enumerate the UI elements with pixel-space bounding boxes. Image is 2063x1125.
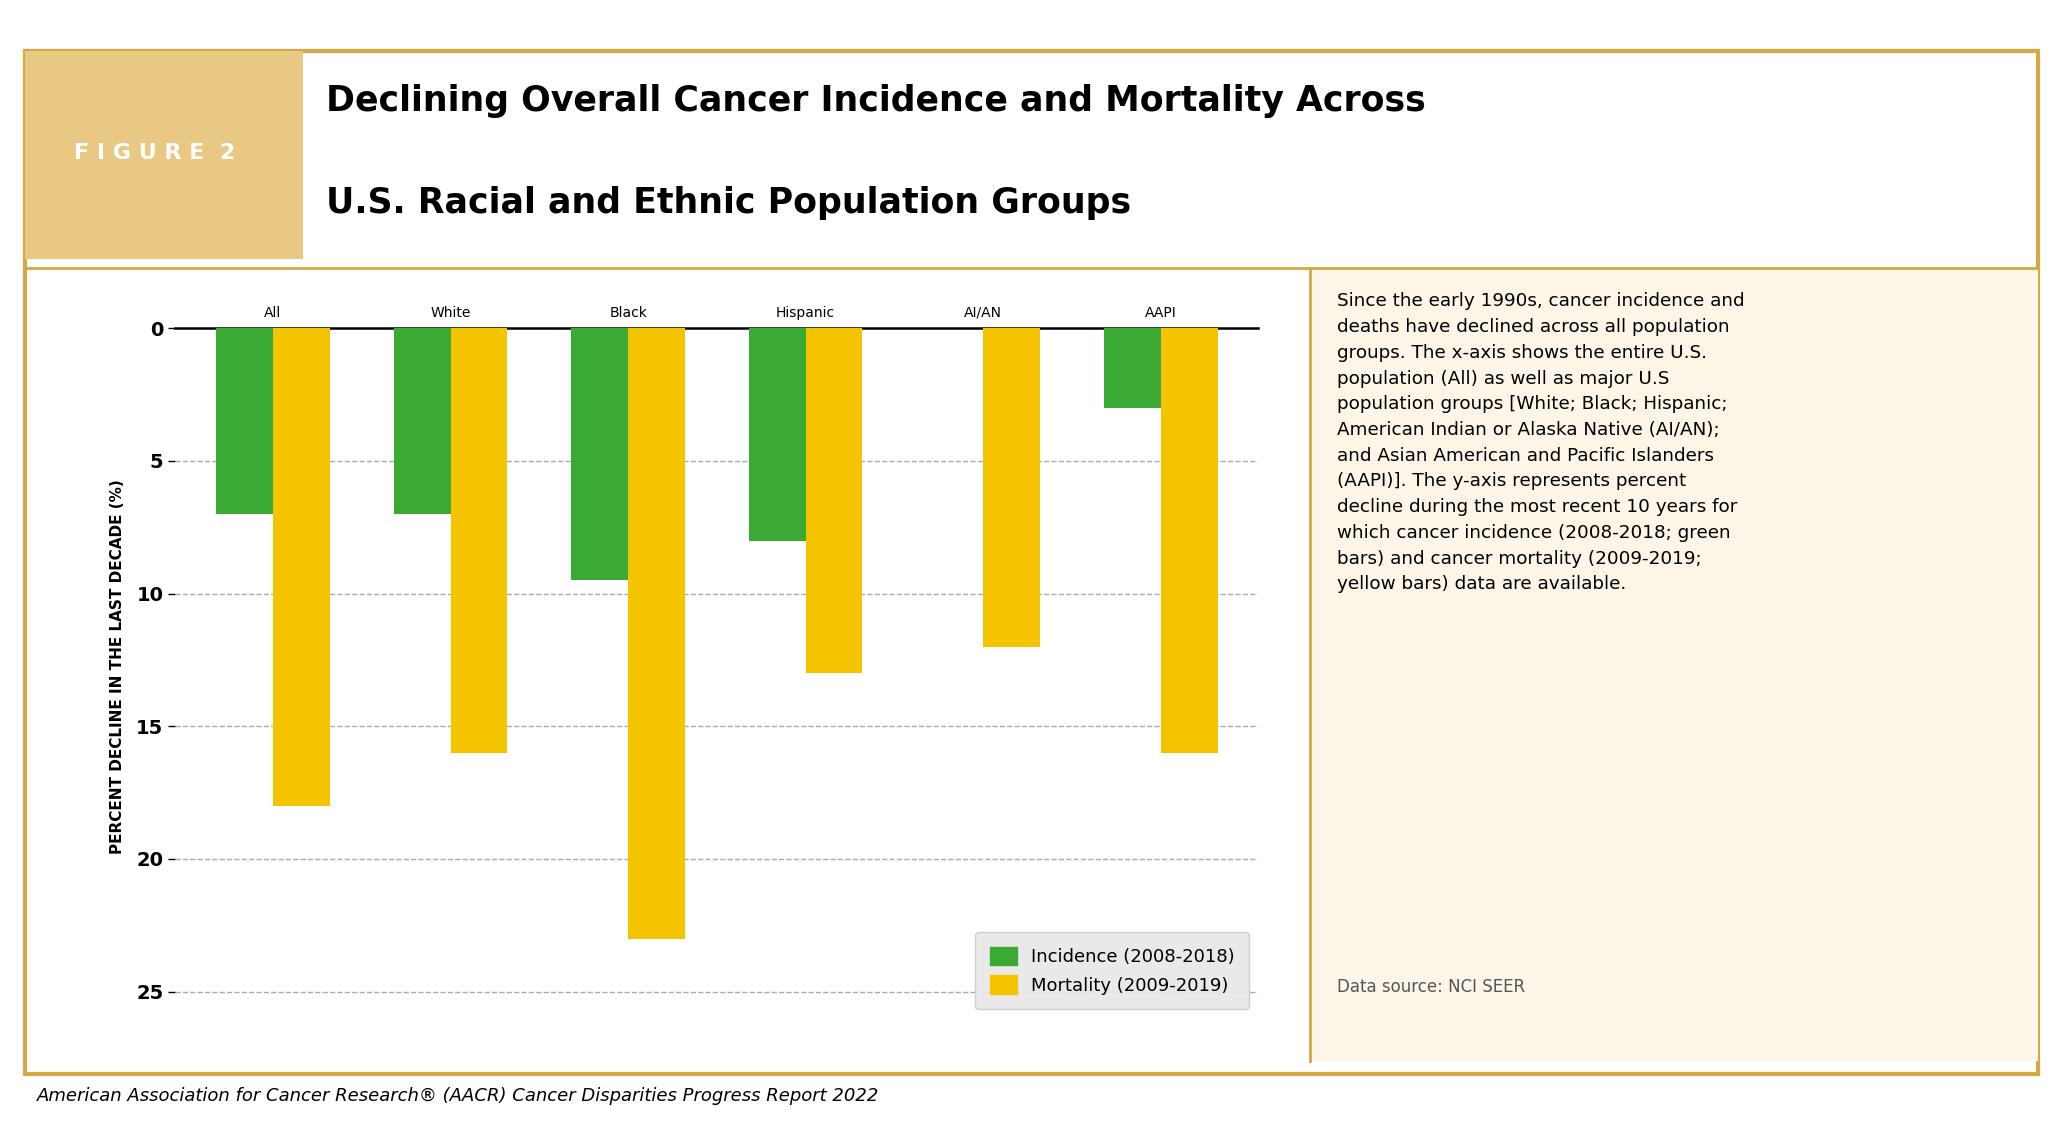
Bar: [984, 328, 1040, 647]
Bar: [217, 328, 272, 514]
Y-axis label: PERCENT DECLINE IN THE LAST DECADE (%): PERCENT DECLINE IN THE LAST DECADE (%): [109, 479, 126, 854]
Bar: [627, 328, 685, 938]
Bar: [450, 328, 507, 753]
Text: Declining Overall Cancer Incidence and Mortality Across: Declining Overall Cancer Incidence and M…: [326, 84, 1426, 118]
Text: Data source: NCI SEER: Data source: NCI SEER: [1337, 978, 1525, 996]
Bar: [394, 328, 450, 514]
Bar: [272, 328, 330, 806]
FancyBboxPatch shape: [25, 51, 2038, 1074]
Text: F I G U R E  2: F I G U R E 2: [74, 143, 235, 163]
FancyBboxPatch shape: [1310, 268, 2038, 1061]
Bar: [1104, 328, 1161, 408]
Text: U.S. Racial and Ethnic Population Groups: U.S. Racial and Ethnic Population Groups: [326, 186, 1131, 219]
Bar: [1161, 328, 1217, 753]
Text: Since the early 1990s, cancer incidence and
deaths have declined across all popu: Since the early 1990s, cancer incidence …: [1337, 292, 1745, 593]
Bar: [571, 328, 627, 580]
Bar: [807, 328, 862, 673]
Legend: Incidence (2008-2018), Mortality (2009-2019): Incidence (2008-2018), Mortality (2009-2…: [976, 933, 1250, 1009]
Text: American Association for Cancer Research® (AACR) Cancer Disparities Progress Rep: American Association for Cancer Research…: [37, 1087, 879, 1105]
FancyBboxPatch shape: [25, 51, 303, 259]
Bar: [749, 328, 807, 540]
